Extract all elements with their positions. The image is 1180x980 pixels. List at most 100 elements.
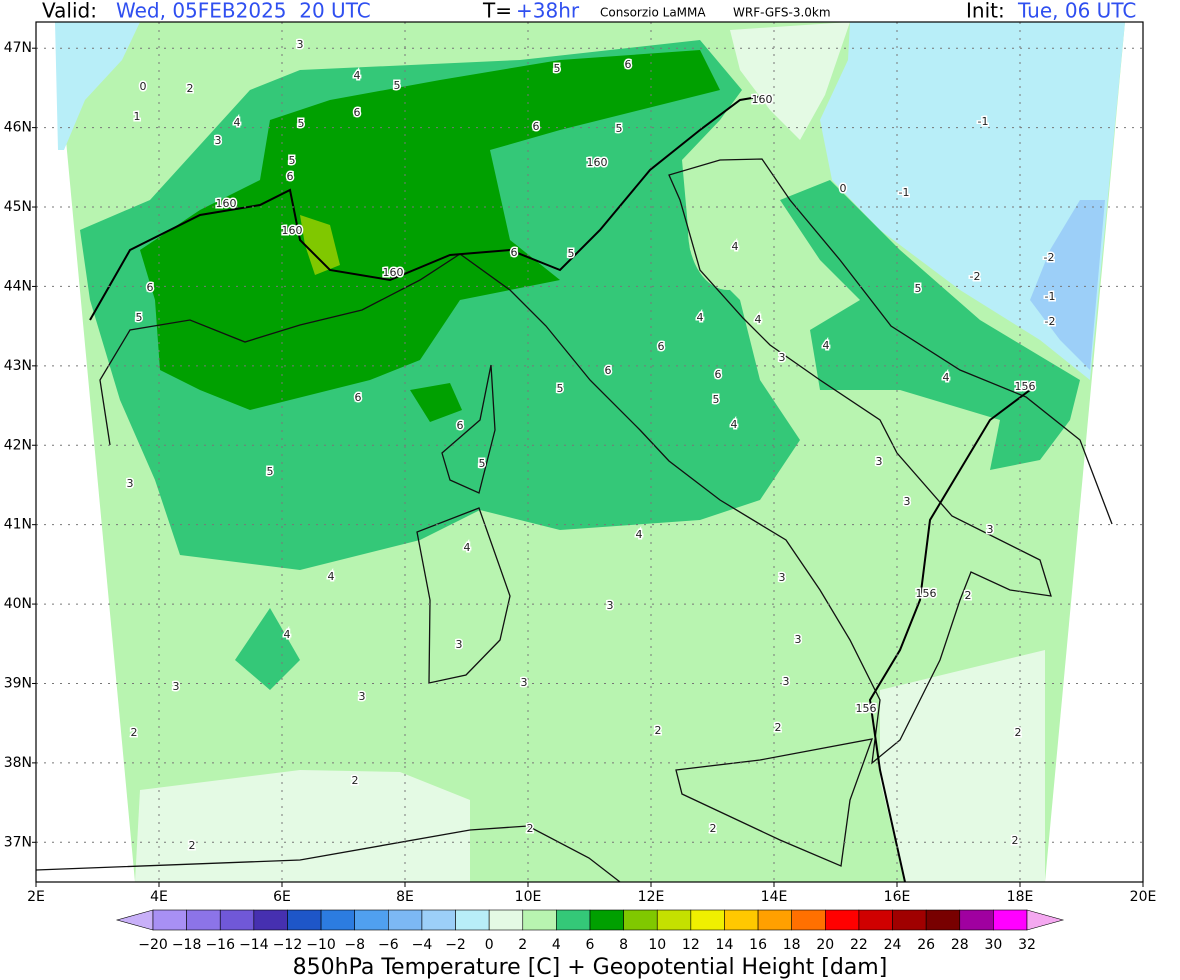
colorbar-box [186,909,221,931]
colorbar-box [589,909,624,931]
colorbar-label: 26 [917,937,935,953]
colorbar-extend-low [115,909,154,931]
coastlines [35,94,1113,883]
contour-label: -2 [970,270,981,283]
colorbar-label: 10 [648,937,666,953]
colorbar-box [388,909,423,931]
contour-label: 2 [189,839,196,852]
colorbar-box [488,909,524,931]
contour-label: 3 [987,523,994,536]
colorbar-box [556,909,591,931]
mild-area [880,650,1045,882]
cold-area [1030,200,1105,370]
contour-label: 4 [636,528,643,541]
colorbar-extend-high [1026,909,1065,931]
x-tick-label: 14E [761,889,788,905]
colorbar-label: −2 [445,937,466,953]
contour-label: 6 [658,340,665,353]
coast-corsica [441,364,496,494]
init-time: Tue, 06 UTC [1017,0,1136,23]
contour-label: 2 [187,82,194,95]
height-contour [89,94,771,321]
hot-area [410,383,462,422]
contour-label: -1 [1045,290,1056,303]
contour-label: 4 [943,371,950,384]
contour-label: 5 [267,465,274,478]
cold-area [55,22,140,150]
colorbar-box [421,909,456,931]
y-tick-label: 47N [4,40,32,56]
x-tick-label: 8E [396,889,414,905]
step-label: T= [482,0,512,23]
colorbar-label: 16 [749,937,767,953]
contour-label: 3 [904,495,911,508]
colorbar-box [253,909,288,931]
colorbar-label: 20 [816,937,834,953]
contour-label: 4 [354,69,361,82]
contour-label: 2 [965,589,972,602]
contour-label: 3 [607,599,614,612]
contour-label: 3 [779,351,786,364]
colorbar-box [757,909,792,931]
contour-label: -1 [978,115,989,128]
y-tick-label: 39N [4,675,32,691]
contour-label: 4 [464,541,471,554]
contour-label: 4 [328,570,335,583]
contour-label: 5 [554,62,561,75]
coast-sicily [675,738,873,867]
mild-area [730,22,850,140]
colorbar-box [724,909,759,931]
contour-label: 5 [713,393,720,406]
contour-label: 3 [521,676,528,689]
contour-label: 6 [605,364,612,377]
y-tick-label: 44N [4,278,32,294]
colorbar-label: −4 [412,937,433,953]
contour-label: 2 [1012,834,1019,847]
x-tick-label: 10E [515,889,542,905]
contour-label: 160 [587,156,608,169]
map-fill [36,22,1143,882]
colorbar-label: 0 [485,937,494,953]
contour-label: 3 [215,134,222,147]
colorbar-box [152,909,187,931]
y-tick-label: 45N [4,199,32,215]
org: Consorzio LaMMA [600,6,706,20]
colorbar-box [892,909,927,931]
contour-label: 3 [127,477,134,490]
coast-sardinia [416,507,511,684]
y-tick-label: 37N [4,834,32,850]
contour-label: 156 [856,702,877,715]
colorbar-label: 30 [984,937,1002,953]
contour-label: 3 [876,455,883,468]
warm-area [780,180,1080,470]
colorbar-box [656,909,692,931]
colorbar-box [825,909,860,931]
colorbar-label: 18 [783,937,801,953]
colorbar-label: −14 [239,937,269,953]
colorbar-label: −18 [172,937,202,953]
contour-label: 5 [616,122,623,135]
y-tick-label: 40N [4,596,32,612]
colorbar: −20 −18 −16 −14 −12 −10 −8 −6 −4 −2 0 2 4 6 8 10 12 14 16 1… [115,909,1065,953]
contour-label: 5 [479,457,486,470]
contour-label: 3 [783,675,790,688]
contour-label: 4 [284,628,291,641]
contour-label: 3 [456,638,463,651]
colorbar-label: 2 [518,937,527,953]
grid [32,22,1144,887]
contour-label: 1 [134,110,141,123]
contour-label: -2 [1044,251,1055,264]
contour-label: 156 [916,587,937,600]
colorbar-label: 12 [682,937,700,953]
contour-label: 4 [234,116,241,129]
colorbar-title: 850hPa Temperature [C] + Geopotential He… [293,955,888,980]
contour-label: 6 [355,391,362,404]
x-tick-label: 2E [27,889,45,905]
colorbar-box [287,909,322,931]
contour-label: 2 [710,822,717,835]
height-contour [868,389,1031,883]
colorbar-label: 22 [850,937,868,953]
contour-label: 2 [527,822,534,835]
contour-label: 3 [795,633,802,646]
colorbar-label: −6 [378,937,399,953]
